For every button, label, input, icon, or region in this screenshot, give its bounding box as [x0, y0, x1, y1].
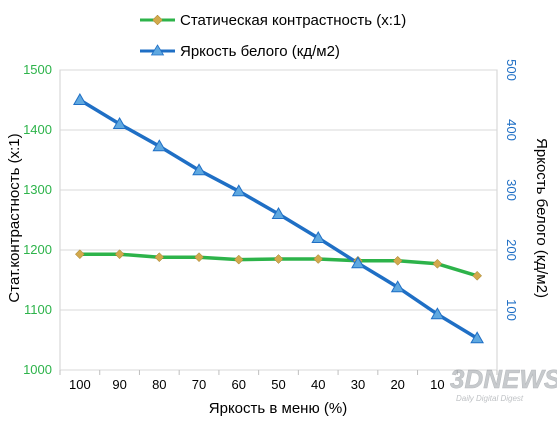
watermark-logo: 3DNEWS Daily Digital Digest [450, 364, 557, 403]
brightness-point [271, 206, 286, 219]
brightness-point [351, 256, 365, 269]
brightness-point [112, 116, 127, 129]
legend-item-brightness: Яркость белого (кд/м2) [140, 43, 340, 60]
brightness-point [390, 280, 405, 293]
y-left-tick-label: 1200 [23, 242, 52, 257]
contrast-point [273, 254, 284, 264]
contrast-point [313, 254, 324, 264]
legend-label-brightness: Яркость белого (кд/м2) [180, 43, 340, 60]
series-markers [73, 92, 484, 344]
x-tick-label: 30 [351, 377, 365, 392]
watermark-brand: 3DNEWS [450, 364, 557, 394]
x-tick-label: 80 [152, 377, 166, 392]
contrast-point [154, 252, 165, 263]
y-right-tick-label: 200 [504, 239, 519, 261]
x-tick-label: 100 [69, 377, 91, 392]
brightness-point [152, 139, 167, 152]
contrast-point [472, 270, 482, 281]
contrast-point [432, 258, 443, 269]
contrast-point [114, 249, 125, 260]
contrast-point [75, 249, 85, 260]
legend-label-contrast: Статическая контрастность (x:1) [180, 12, 406, 29]
contrast-point [233, 254, 244, 265]
y-left-tick-label: 1400 [23, 122, 52, 137]
brightness-point [231, 184, 246, 197]
y-right-tick-label: 500 [504, 59, 519, 81]
y-left-tick-label: 1000 [23, 362, 52, 377]
x-tick-label: 20 [390, 377, 404, 392]
y-left-tick-label: 1100 [24, 302, 52, 317]
x-tick-label: 90 [112, 377, 126, 392]
y-left-tick-label: 1500 [23, 62, 52, 77]
y-right-tick-label: 400 [504, 119, 519, 141]
y-left-tick-label: 1300 [23, 182, 52, 197]
contrast-point [194, 252, 204, 263]
brightness-point [470, 331, 484, 344]
contrast-point [392, 255, 403, 266]
watermark-tagline: Daily Digital Digest [456, 394, 524, 403]
legend: Статическая контрастность (x:1) Яркость … [140, 12, 406, 60]
x-tick-label: 50 [271, 377, 285, 392]
brightness-point [311, 230, 326, 243]
x-tick-label: 70 [192, 377, 206, 392]
x-tick-label: 40 [311, 377, 325, 392]
x-axis-title: Яркость в меню (%) [209, 400, 347, 417]
x-tick-label: 60 [232, 377, 246, 392]
x-tick-label: 10 [430, 377, 444, 392]
y-right-tick-label: 300 [504, 179, 519, 201]
x-axis-ticks: 100 90 80 70 60 50 40 30 20 10 [59, 370, 498, 392]
legend-item-contrast: Статическая контрастность (x:1) [140, 12, 406, 29]
plot-area: 100 90 80 70 60 50 40 30 20 10 1000 1100 1200 1300 14… [23, 59, 519, 392]
y-axis-right-title: Яркость белого (кд/м2) [533, 138, 550, 298]
y-axis-left-ticks: 1000 1100 1200 1300 1400 1500 [23, 62, 52, 377]
brightness-point [430, 307, 445, 320]
brightness-point [192, 163, 206, 176]
y-right-tick-label: 100 [504, 299, 519, 321]
y-axis-right-ticks: 100 200 300 400 500 [504, 59, 519, 321]
y-axis-left-title: Стат.контрастность (x:1) [6, 133, 23, 302]
brightness-point [73, 92, 87, 105]
